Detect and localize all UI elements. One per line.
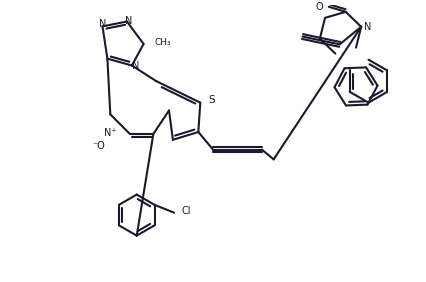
Text: S: S	[208, 95, 215, 105]
Text: N⁺: N⁺	[104, 128, 116, 138]
Text: CH₃: CH₃	[154, 38, 171, 47]
Text: N: N	[132, 61, 139, 71]
Text: O: O	[315, 2, 323, 12]
Text: N: N	[364, 22, 371, 32]
Text: N: N	[99, 19, 106, 29]
Text: N: N	[125, 16, 132, 25]
Text: ⁻O: ⁻O	[93, 141, 106, 151]
Text: Cl: Cl	[182, 206, 191, 216]
